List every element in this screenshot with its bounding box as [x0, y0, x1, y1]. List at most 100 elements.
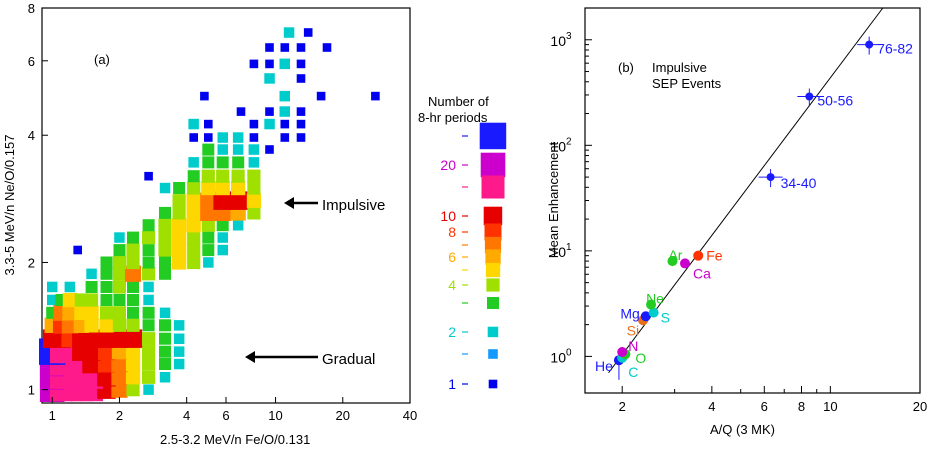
legend-swatch	[484, 223, 502, 241]
heat-cell	[296, 59, 306, 69]
x-tick-label: 2	[116, 408, 123, 423]
heat-cell	[216, 169, 230, 183]
heat-cell	[280, 133, 290, 142]
data-point	[646, 299, 657, 310]
legend-swatch	[484, 236, 502, 254]
heat-cell	[217, 144, 228, 155]
heat-cell	[158, 243, 172, 257]
heat-cell	[280, 43, 290, 52]
heat-cell	[296, 74, 306, 83]
heat-cell	[126, 243, 140, 257]
heat-cell	[186, 205, 201, 220]
heat-cell	[142, 256, 155, 269]
heat-cell	[249, 133, 259, 142]
heat-cell	[125, 370, 141, 385]
legend-label: 8	[448, 224, 456, 240]
panel-a: 1 2 4 6 10 20 40 1 2 4 6 8 (a) 2.5-3.2 MeV/n Fe/O/0…	[2, 1, 417, 447]
heat-cell	[84, 293, 99, 307]
heat-cell	[279, 90, 290, 102]
heat-cell	[187, 170, 200, 183]
heat-cell	[159, 358, 171, 370]
heat-cell	[265, 43, 274, 52]
legend-swatch	[483, 206, 503, 226]
data-point	[679, 258, 690, 269]
heat-cell	[247, 181, 261, 195]
heat-cell	[47, 294, 58, 306]
panel-b-xlabel: A/Q (3 MK)	[710, 422, 775, 437]
legend-title-line2: 8-hr periods	[418, 110, 488, 125]
heat-cell	[213, 191, 232, 210]
panel-b-ticks: 2 4 6 8 10 20 100 101 102 103	[550, 7, 927, 414]
point-label: Ca	[693, 265, 711, 281]
heat-cell	[173, 320, 185, 331]
y-tick-label: 6	[28, 54, 35, 69]
heat-cell	[142, 319, 155, 332]
legend-label: 20	[440, 157, 456, 173]
heat-cell	[187, 243, 201, 257]
heat-cell	[112, 318, 126, 332]
heat-cell	[232, 220, 244, 231]
heat-cell	[296, 107, 306, 116]
heat-cell	[217, 232, 228, 243]
x-tick-label: 6	[222, 408, 229, 423]
heat-cell	[322, 43, 332, 52]
panel-a-label: (a)	[94, 52, 110, 67]
heat-cell	[142, 345, 156, 359]
heat-cell	[216, 219, 229, 232]
heat-cell	[112, 255, 126, 270]
panel-a-ylabel: 3.3-5 MeV/n Ne/O/0.157	[2, 135, 17, 276]
heat-cell	[111, 369, 128, 386]
heat-cell	[264, 118, 275, 130]
legend-swatch	[480, 152, 506, 178]
heat-cell	[159, 206, 171, 219]
heat-cell	[111, 355, 128, 373]
heat-cell	[47, 281, 58, 293]
impulsive-annotation: Impulsive	[322, 197, 385, 214]
heat-cell	[249, 119, 259, 129]
heat-cell	[99, 306, 114, 320]
x-tick-label: 4	[183, 408, 190, 423]
heat-cell	[249, 59, 259, 69]
heat-cell	[64, 281, 76, 293]
heat-cell	[143, 384, 154, 395]
point-label: Mg	[620, 305, 639, 321]
x-tick-label: 8	[798, 399, 805, 414]
x-tick-label: 6	[761, 399, 768, 414]
heat-cell	[201, 169, 215, 183]
heat-cell	[202, 231, 215, 244]
heat-cell	[187, 181, 201, 195]
data-point	[693, 250, 704, 261]
heat-cell	[186, 193, 201, 208]
legend-swatch	[486, 278, 500, 292]
count-legend: Number of 8-hr periods 20 108 6 4 2 1	[418, 94, 507, 392]
heat-cell	[113, 294, 126, 306]
heat-cell	[200, 204, 217, 221]
y-tick-label: 4	[28, 128, 35, 143]
heat-cell	[186, 218, 201, 233]
heat-cell	[188, 157, 199, 168]
x-tick-label: 4	[708, 399, 715, 414]
heat-cell	[99, 318, 114, 333]
point-label: Ne	[646, 291, 664, 307]
heat-cell	[127, 281, 139, 293]
x-tick-label: 10	[268, 408, 282, 423]
heat-cell	[201, 180, 216, 196]
heat-cell	[173, 182, 186, 194]
heat-cell	[86, 268, 97, 280]
heat-cell	[62, 292, 78, 308]
heat-cell	[296, 133, 306, 142]
heat-cell	[187, 255, 201, 270]
panel-b-title-line2: SEP Events	[652, 76, 722, 91]
legend-swatch	[487, 297, 499, 309]
heat-cell	[215, 180, 230, 196]
heat-cell	[158, 231, 172, 245]
heat-cell	[142, 332, 156, 346]
y-tick-label: 100	[550, 347, 572, 365]
impulsive-arrow	[284, 197, 318, 209]
heat-cell	[173, 333, 185, 344]
data-point	[617, 347, 628, 358]
heat-cell	[125, 356, 141, 372]
heat-cell	[248, 144, 260, 155]
